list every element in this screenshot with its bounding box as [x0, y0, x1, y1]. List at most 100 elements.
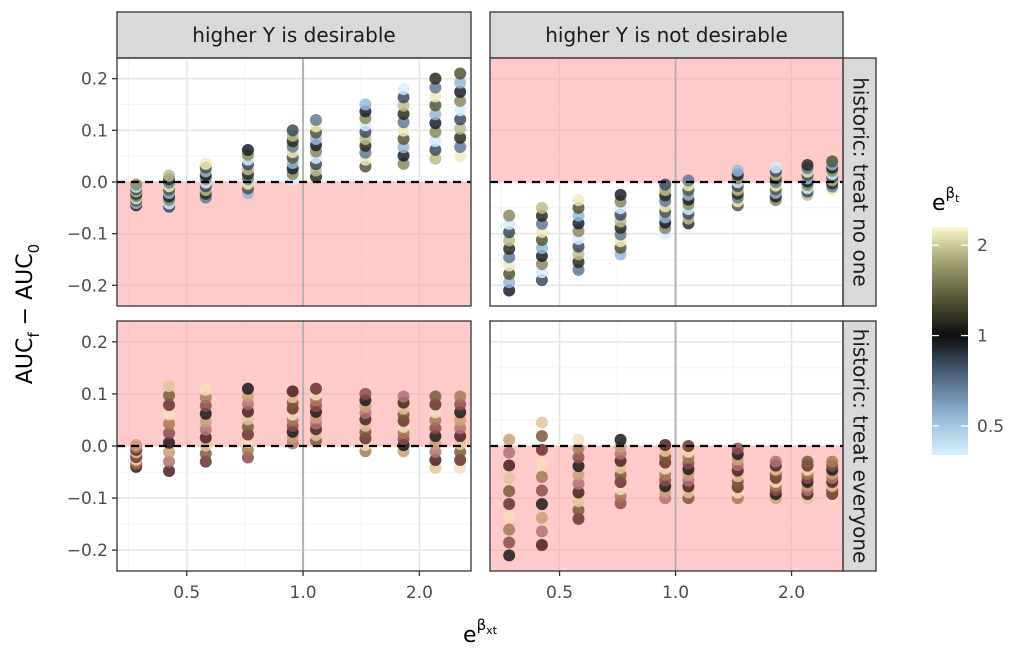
legend-colorbar [932, 227, 968, 455]
y-tick-label: 0.0 [81, 173, 108, 193]
data-point [454, 122, 467, 135]
data-point [535, 457, 548, 470]
facet-strip-row [842, 57, 877, 307]
data-point [769, 455, 782, 468]
data-point [397, 83, 410, 95]
data-point [397, 99, 410, 112]
data-point [535, 470, 548, 483]
data-point [572, 451, 585, 464]
data-point [163, 417, 176, 430]
legend-label: 1 [977, 327, 988, 347]
data-point [429, 117, 442, 130]
data-point [429, 108, 442, 121]
data-point [503, 209, 516, 222]
data-point [826, 455, 839, 468]
data-point [503, 234, 516, 247]
data-point [454, 150, 467, 163]
data-point [429, 99, 442, 112]
data-point [397, 107, 410, 120]
data-point [163, 389, 176, 402]
data-point [503, 472, 516, 485]
data-point [397, 157, 410, 170]
data-point [454, 131, 467, 144]
legend-label: 0.5 [977, 417, 1004, 437]
x-axis-title: eβxt [463, 616, 498, 648]
y-axis-title: AUCf − AUC0 [13, 244, 43, 384]
data-point [503, 536, 516, 549]
data-point [535, 498, 548, 511]
data-point [163, 398, 176, 411]
y-tick-label: 0.0 [81, 437, 108, 457]
shaded-region [117, 182, 471, 306]
data-point [286, 385, 299, 398]
data-point [397, 390, 410, 403]
data-point [801, 455, 814, 468]
data-point [454, 95, 467, 108]
data-point [731, 442, 744, 455]
y-tick-label: 0.1 [81, 121, 108, 141]
x-tick-label: 1.0 [662, 583, 689, 603]
data-point [241, 382, 254, 395]
data-point [503, 446, 516, 459]
data-point [163, 427, 176, 440]
data-point [503, 549, 516, 562]
data-point [199, 157, 212, 170]
data-point [163, 380, 176, 393]
data-point [454, 76, 467, 89]
data-point [535, 484, 548, 497]
data-point [429, 390, 442, 403]
data-point [535, 201, 548, 214]
data-point [731, 164, 744, 177]
facet-strip-row [842, 320, 877, 572]
panel-border [489, 57, 844, 307]
data-point [503, 259, 516, 272]
panel-border [489, 320, 844, 572]
data-point [614, 433, 627, 446]
data-point [454, 140, 467, 153]
legend-title: eβt [932, 184, 960, 216]
data-point [572, 486, 585, 499]
data-point [397, 91, 410, 104]
data-point [429, 90, 442, 103]
x-tick-label: 0.5 [173, 583, 200, 603]
data-point [572, 495, 585, 508]
facet-panel [116, 320, 472, 572]
data-point [503, 217, 516, 230]
data-point [572, 512, 585, 525]
data-point [801, 158, 814, 171]
data-point [397, 116, 410, 129]
data-point [163, 408, 176, 421]
data-point [572, 460, 585, 473]
data-point [614, 188, 627, 201]
data-point [397, 141, 410, 154]
data-point [769, 161, 782, 174]
data-point [572, 477, 585, 490]
x-tick-label: 0.5 [546, 583, 573, 603]
y-tick-label: −0.1 [67, 489, 108, 509]
data-point [503, 267, 516, 280]
y-tick-label: 0.2 [81, 333, 108, 353]
y-tick-label: 0.1 [81, 385, 108, 405]
facet-strip-column [489, 11, 844, 59]
facet-panel [116, 57, 472, 307]
facet-row-label: historic: treat no one [849, 77, 873, 286]
facet-panels: higher Y is desirable higher Y is not des… [116, 11, 877, 572]
data-point [572, 194, 585, 207]
data-point [535, 416, 548, 429]
data-point [429, 152, 442, 165]
data-point [397, 149, 410, 162]
data-point [503, 497, 516, 510]
data-point [503, 276, 516, 289]
data-point [429, 126, 442, 139]
data-point [454, 67, 467, 80]
data-point [826, 155, 839, 168]
data-point [572, 504, 585, 517]
facet-panel [489, 57, 844, 307]
data-point [454, 113, 467, 126]
data-point [429, 81, 442, 94]
facet-strip-column [116, 11, 472, 59]
data-point [163, 169, 176, 182]
data-point [359, 98, 372, 111]
axes: −0.2 −0.1 0.0 0.1 0.2 −0.2 −0.1 0.0 0.1 0.2 0.5 1.0… [13, 70, 805, 648]
data-point [682, 174, 695, 187]
